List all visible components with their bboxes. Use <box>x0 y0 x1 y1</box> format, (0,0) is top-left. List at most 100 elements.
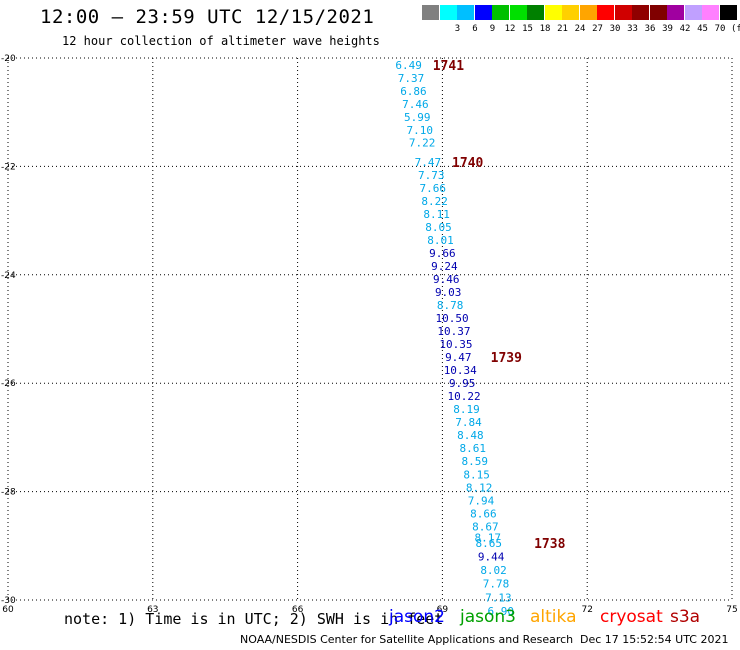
y-tick-label: -24 <box>1 271 16 281</box>
legend-item-cryosat: cryosat <box>600 607 663 627</box>
scale-swatch <box>544 5 562 20</box>
footer-note: note: 1) Time is in UTC; 2) SWH is in fe… <box>64 610 444 628</box>
scale-swatch <box>579 5 597 20</box>
scale-label: 21 <box>557 24 568 34</box>
swh-point: 8.17 <box>475 532 502 545</box>
scale-label: 9 <box>489 24 496 34</box>
pass-time-label: 1738 <box>534 537 565 552</box>
swh-point: 8.65 <box>475 537 502 550</box>
scale-swatch <box>422 5 439 20</box>
legend-item-altika: altika <box>530 607 577 627</box>
swh-point: 7.22 <box>409 137 436 150</box>
legend-item-jason2: jason2 <box>389 607 445 627</box>
x-tick-label: 69 <box>437 605 449 615</box>
scale-label: 24 <box>574 24 586 34</box>
x-tick-label: 75 <box>726 605 737 615</box>
swh-point: 8.78 <box>437 299 464 312</box>
swh-point: 6.86 <box>400 85 427 98</box>
y-tick-label: -28 <box>1 488 16 498</box>
swh-point: 9.47 <box>445 351 472 364</box>
swh-point: 10.35 <box>439 338 472 351</box>
scale-label: 6 <box>472 24 478 34</box>
scale-label: 70 <box>714 24 726 34</box>
swh-point: 10.34 <box>444 364 477 377</box>
pass-time-label: 1740 <box>452 156 483 171</box>
scale-label: 39 <box>662 24 673 34</box>
swh-point: 7.47 <box>415 156 442 169</box>
scale-swatch <box>719 5 737 20</box>
scale-swatch <box>509 5 527 20</box>
scale-swatch <box>597 5 614 20</box>
swh-point: 7.84 <box>455 416 482 429</box>
swh-point: 10.37 <box>437 325 470 338</box>
time-labels: 1741 1740 1739 1738 <box>433 59 566 552</box>
swh-point: 8.01 <box>427 234 454 247</box>
swh-point: 7.73 <box>418 169 445 182</box>
chart-subtitle: 12 hour collection of altimeter wave hei… <box>62 34 380 48</box>
scale-label: 42 <box>679 24 691 34</box>
chart-title: 12:00 – 23:59 UTC 12/15/2021 <box>40 6 375 28</box>
swh-point: 8.22 <box>421 195 448 208</box>
scale-unit: (ft) <box>731 24 740 34</box>
x-tick-label: 72 <box>581 605 592 615</box>
scale-swatch <box>562 5 579 20</box>
swh-point: 7.94 <box>468 494 495 507</box>
swh-point: 7.46 <box>402 98 429 111</box>
x-tick-label: 66 <box>292 605 304 615</box>
swh-point: 7.66 <box>419 182 446 195</box>
chart-grid <box>7 57 733 601</box>
swh-point: 8.02 <box>480 564 507 577</box>
generated-timestamp: Dec 17 15:52:54 UTC 2021 <box>580 633 729 646</box>
y-tick-label: -30 <box>1 596 16 606</box>
scale-swatch <box>667 5 684 20</box>
swh-point: 6.49 <box>395 59 422 72</box>
y-tick-label: -26 <box>1 379 16 389</box>
scale-swatch <box>649 5 667 20</box>
legend-item-s3a: s3a <box>670 607 701 627</box>
pass-time-label: 1741 <box>433 59 464 74</box>
scale-swatch <box>474 5 492 20</box>
scale-label: 30 <box>609 24 621 34</box>
swh-point: 8.15 <box>463 468 490 481</box>
swh-point: 8.19 <box>453 403 480 416</box>
swh-point: 5.99 <box>404 111 431 124</box>
swh-point: 8.59 <box>461 455 488 468</box>
scale-swatch <box>492 5 509 20</box>
swh-point: 9.46 <box>433 273 460 286</box>
swh-point: 9.66 <box>429 247 456 260</box>
swh-point: 8.67 <box>472 520 499 533</box>
axis-labels: 60 63 66 69 72 75 -20 -22 -24 -26 -28 -30 <box>1 54 738 615</box>
swh-point: 8.66 <box>470 507 497 520</box>
scale-swatch <box>439 5 457 20</box>
swh-point: 7.37 <box>398 72 425 85</box>
data-points: 6.497.376.867.465.997.107.22 7.477.737.66… <box>395 59 514 618</box>
swh-point: 9.95 <box>449 377 476 390</box>
swh-point: 9.24 <box>431 260 458 273</box>
scale-swatch <box>684 5 702 20</box>
swh-point: 7.78 <box>483 578 510 591</box>
y-tick-label: -22 <box>1 162 16 172</box>
scale-label: 33 <box>627 24 638 34</box>
scale-label: 3 <box>454 24 461 34</box>
legend-item-jason3: jason3 <box>460 607 516 627</box>
scale-label: 27 <box>592 24 603 34</box>
scale-swatch <box>614 5 632 20</box>
swh-point: 8.05 <box>425 221 452 234</box>
swh-point: 8.61 <box>460 442 487 455</box>
x-tick-label: 63 <box>147 605 158 615</box>
swh-point: 8.11 <box>423 208 450 221</box>
swh-point: 8.48 <box>457 429 484 442</box>
scale-swatch <box>457 5 474 20</box>
swh-point: 8.12 <box>466 481 493 494</box>
x-tick-label: 60 <box>2 605 14 615</box>
swh-point: 9.44 <box>478 551 505 564</box>
scale-swatch <box>632 5 649 20</box>
scale-label: 36 <box>644 24 656 34</box>
scale-swatch <box>702 5 719 20</box>
swh-point: 7.10 <box>406 124 433 137</box>
scale-label: 45 <box>697 24 708 34</box>
credit-text: NOAA/NESDIS Center for Satellite Applica… <box>240 633 574 646</box>
y-tick-label: -20 <box>1 54 16 64</box>
swh-point: 10.22 <box>448 390 481 403</box>
